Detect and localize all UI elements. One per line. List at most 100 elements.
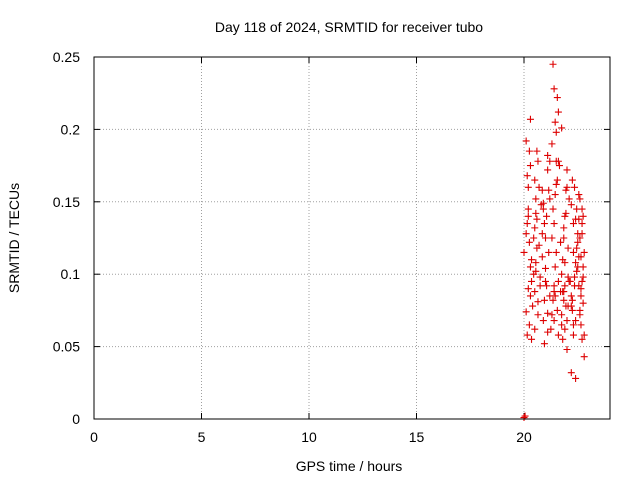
data-point	[552, 180, 560, 188]
data-point	[575, 191, 583, 199]
data-point	[523, 331, 531, 339]
data-point	[558, 270, 566, 278]
data-point	[533, 215, 541, 223]
data-point	[576, 311, 584, 319]
data-point	[534, 311, 542, 319]
data-point	[539, 199, 547, 207]
data-point	[536, 273, 544, 281]
data-point	[552, 248, 560, 256]
data-point	[550, 317, 558, 325]
data-point	[543, 212, 551, 220]
grid-lines	[94, 57, 610, 419]
data-point	[532, 195, 540, 203]
data-point	[553, 94, 561, 102]
data-point	[557, 238, 565, 246]
data-point	[523, 220, 531, 228]
data-point	[554, 277, 562, 285]
data-point	[545, 248, 553, 256]
data-point	[560, 288, 568, 296]
y-axis-label: SRMTID / TECUs	[6, 183, 22, 293]
data-point	[578, 277, 586, 285]
data-point	[565, 195, 573, 203]
data-point	[526, 115, 534, 123]
data-point	[526, 162, 534, 170]
data-point	[542, 264, 549, 272]
data-point	[550, 220, 558, 228]
data-point	[568, 306, 576, 314]
data-point	[563, 166, 571, 174]
data-point	[554, 331, 562, 339]
data-point	[565, 277, 573, 285]
data-point	[546, 195, 554, 203]
data-point	[551, 292, 559, 300]
data-point	[553, 176, 561, 184]
data-point	[520, 248, 528, 256]
x-tick-label: 5	[198, 429, 206, 445]
data-point	[580, 331, 588, 339]
data-point	[561, 259, 569, 267]
data-point	[540, 340, 548, 348]
data-point	[558, 124, 566, 132]
y-tick-label: 0.05	[53, 339, 80, 355]
y-tick-label: 0.25	[53, 49, 80, 65]
data-point	[579, 299, 587, 307]
data-point	[522, 230, 530, 238]
data-point	[542, 234, 549, 242]
data-point	[548, 140, 556, 148]
data-point	[549, 60, 557, 68]
data-point	[578, 335, 586, 343]
data-point	[571, 273, 579, 281]
x-tick-label: 15	[409, 429, 425, 445]
data-point	[539, 317, 547, 325]
data-point	[563, 183, 571, 191]
data-point	[526, 292, 534, 300]
data-point	[567, 369, 575, 377]
data-point	[549, 296, 557, 304]
data-point	[577, 292, 585, 300]
data-points	[520, 60, 588, 422]
data-point	[572, 374, 580, 382]
data-point	[580, 248, 588, 256]
data-point	[569, 331, 577, 339]
data-point	[551, 118, 559, 126]
data-point	[528, 335, 536, 343]
data-point	[544, 309, 552, 317]
data-point	[531, 176, 539, 184]
data-point	[520, 414, 528, 422]
data-point	[567, 292, 575, 300]
data-point	[524, 183, 532, 191]
data-point	[574, 238, 582, 246]
data-point	[534, 157, 542, 165]
data-point	[563, 317, 571, 325]
data-point	[538, 230, 546, 238]
data-point	[569, 220, 577, 228]
data-point	[554, 108, 562, 116]
data-point	[546, 157, 554, 165]
data-point	[526, 263, 534, 271]
data-point	[536, 282, 544, 290]
data-point	[524, 285, 532, 293]
data-point	[578, 205, 586, 213]
data-point	[532, 209, 540, 217]
data-point	[522, 137, 530, 145]
data-point	[552, 128, 560, 136]
y-tick-label: 0.15	[53, 194, 80, 210]
data-point	[569, 248, 577, 256]
data-point	[568, 176, 576, 184]
x-tick-label: 20	[516, 429, 532, 445]
data-point	[522, 308, 530, 316]
data-point	[549, 205, 557, 213]
data-point	[579, 212, 587, 220]
data-point	[523, 172, 531, 180]
data-point	[528, 256, 536, 264]
data-point	[525, 147, 533, 155]
data-point	[529, 302, 537, 310]
data-point	[573, 267, 581, 275]
data-point	[572, 215, 580, 223]
data-point	[550, 288, 558, 296]
data-point	[577, 253, 585, 261]
y-tick-label: 0.1	[61, 266, 81, 282]
data-point	[550, 85, 558, 93]
data-point	[548, 311, 556, 319]
data-point	[544, 328, 552, 336]
